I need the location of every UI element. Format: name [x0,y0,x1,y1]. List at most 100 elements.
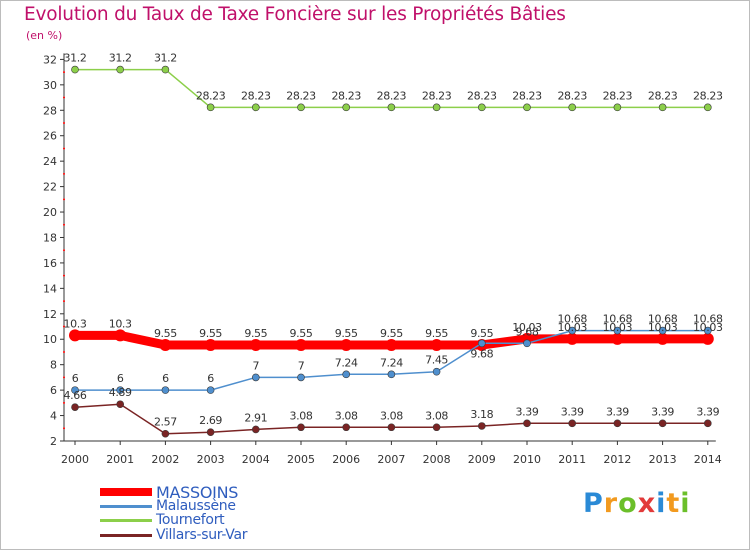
legend-swatch [100,533,152,537]
data-label-massoins: 10.03 [648,321,678,334]
y-minor-tick [63,350,65,353]
data-label-massoins: 9.55 [290,327,313,340]
data-point-tournefort [252,103,260,112]
data-point-villars-sur-var [342,423,351,432]
y-tick-label: 16 [43,257,57,270]
data-point-malauss-ne [252,373,260,382]
data-label-villars-sur-var: 2.57 [154,416,177,429]
data-label-malauss-ne: 10.68 [693,313,723,326]
data-label-villars-sur-var: 3.08 [290,409,313,422]
data-label-malauss-ne: 6 [117,372,124,385]
data-point-massoins [295,338,307,351]
x-tick-label: 2008 [423,453,451,466]
legend-label: Tournefort [156,512,225,528]
unit-label: (en %) [26,29,63,42]
data-point-villars-sur-var [523,419,531,428]
data-point-malauss-ne [206,386,215,394]
x-tick-label: 2003 [197,453,225,466]
y-minor-tick [63,172,65,175]
data-label-villars-sur-var: 3.18 [470,408,493,421]
x-tick-label: 2002 [151,453,179,466]
data-point-villars-sur-var [477,422,486,430]
data-point-massoins [566,332,579,345]
y-minor-tick [63,427,65,430]
y-minor-tick [63,249,65,252]
data-label-malauss-ne: 7.24 [380,356,403,369]
x-tick-label: 2005 [287,453,315,466]
data-point-malauss-ne [658,326,667,335]
y-minor-tick [63,223,65,226]
data-point-villars-sur-var [297,423,305,432]
data-label-tournefort: 28.23 [467,89,497,102]
data-label-villars-sur-var: 3.08 [425,409,448,422]
data-label-villars-sur-var: 3.39 [651,405,674,418]
x-tick-label: 2009 [468,453,496,466]
logo-letter: P [583,488,604,519]
data-label-malauss-ne: 10.68 [557,313,587,326]
logo-letter: r [603,488,619,519]
data-label-villars-sur-var: 3.39 [696,405,719,418]
data-label-massoins: 9.55 [380,327,403,340]
data-label-tournefort: 28.23 [286,89,316,102]
data-point-massoins [340,338,353,351]
data-label-malauss-ne: 7 [298,359,305,372]
data-point-malauss-ne [703,326,712,335]
y-minor-tick [63,401,65,404]
data-point-massoins [69,329,81,342]
data-point-malauss-ne [477,339,486,348]
x-tick-label: 2004 [242,453,270,466]
data-label-villars-sur-var: 3.08 [335,409,358,422]
data-point-villars-sur-var [116,400,124,409]
data-label-malauss-ne: 10.68 [648,313,678,326]
x-tick-label: 2001 [106,453,134,466]
logo-letter: i [680,488,691,519]
legend-swatch [100,504,152,508]
data-label-massoins: 10.3 [64,317,87,330]
data-point-tournefort [477,103,486,112]
data-label-massoins: 9.55 [199,327,222,340]
data-point-tournefort [703,103,712,112]
y-tick-label: 18 [43,231,57,244]
data-label-tournefort: 28.23 [648,89,678,102]
data-label-malauss-ne: 6 [207,372,214,385]
legend-label: MASSOINS [156,483,239,502]
legend-label: Villars-sur-Var [156,526,248,543]
data-point-massoins [430,338,443,351]
data-point-malauss-ne [342,370,351,379]
data-label-tournefort: 28.23 [603,89,633,102]
data-point-villars-sur-var [568,419,577,428]
y-tick-label: 2 [50,435,57,448]
x-tick-label: 2006 [332,453,360,466]
y-tick-label: 14 [43,282,57,295]
data-label-tournefort: 28.23 [557,89,587,102]
data-label-massoins: 10.03 [603,321,633,334]
logo-letter: t [666,488,681,519]
data-label-villars-sur-var: 4.66 [64,389,87,402]
y-tick-label: 32 [43,53,57,66]
data-label-massoins: 9.55 [425,327,448,340]
y-minor-tick [63,122,65,124]
data-label-villars-sur-var: 4.89 [109,386,132,399]
data-point-tournefort [658,103,667,112]
data-point-tournefort [387,103,396,112]
data-point-villars-sur-var [658,419,667,428]
data-point-massoins [656,332,669,345]
legend-label: Malaussène [156,497,236,514]
data-label-tournefort: 31.2 [154,52,177,65]
data-point-tournefort [568,103,577,112]
x-tick-label: 2013 [649,453,677,466]
y-tick-label: 8 [50,359,57,372]
logo-letter: o [618,488,638,519]
x-tick-label: 2000 [61,453,89,466]
data-label-massoins: 9.55 [335,327,358,340]
proxiti-logo: Proxiti [583,488,691,519]
y-minor-tick [63,96,65,99]
data-label-massoins: 9.55 [154,327,177,340]
data-label-massoins: 10.03 [512,321,542,334]
y-minor-tick [63,274,65,277]
data-label-massoins: 10.3 [109,317,132,330]
data-label-massoins: 10.03 [557,321,587,334]
y-tick-label: 22 [43,181,57,194]
logo-letter: x [637,488,657,519]
data-label-villars-sur-var: 3.39 [606,405,629,418]
